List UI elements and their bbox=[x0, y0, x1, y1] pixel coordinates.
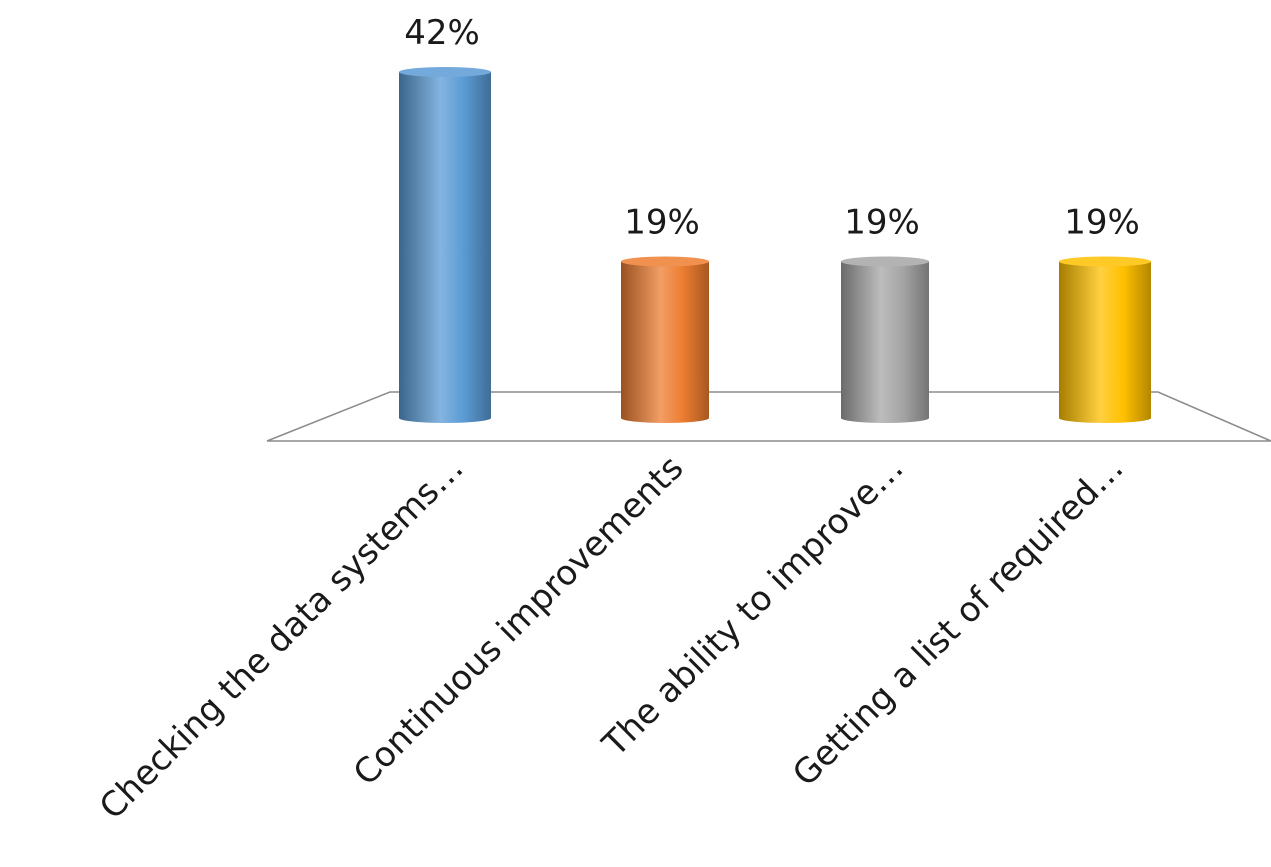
chart-floor bbox=[266, 391, 1271, 442]
data-label: 19% bbox=[1064, 202, 1140, 242]
value-labels-group: 42% 19% 19% 19% bbox=[404, 13, 1140, 242]
bar-top-cap bbox=[399, 67, 491, 77]
data-label: 19% bbox=[844, 202, 920, 242]
data-label: 42% bbox=[404, 13, 480, 53]
bar-top-cap bbox=[621, 256, 709, 267]
bar bbox=[621, 261, 709, 423]
data-label: 19% bbox=[624, 202, 700, 242]
x-tick-label: Checking the data systems… bbox=[92, 448, 471, 827]
bar bbox=[399, 72, 491, 423]
bars-group bbox=[399, 67, 1151, 423]
category-labels-group: Checking the data systems…Continuous imp… bbox=[92, 448, 1131, 827]
bar-top-cap bbox=[1059, 256, 1151, 267]
bar bbox=[841, 261, 929, 423]
bar-top-cap bbox=[841, 256, 929, 267]
bar bbox=[1059, 261, 1151, 423]
